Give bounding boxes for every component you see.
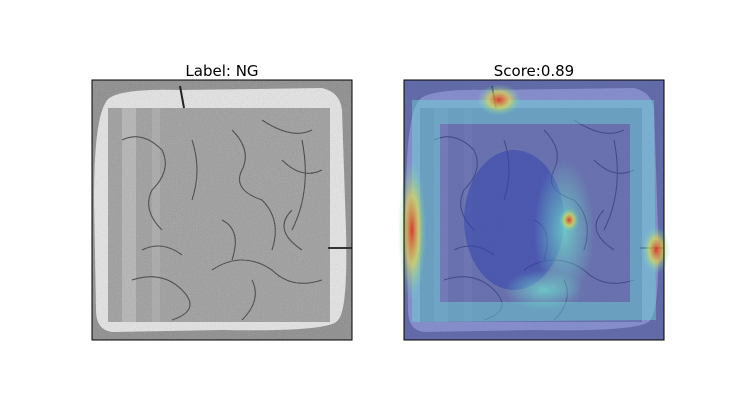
- panel-title: Label: NG: [185, 62, 258, 80]
- panel-title: Score:0.89: [494, 62, 574, 80]
- heatmap-image: [398, 80, 670, 340]
- sample-image: [92, 80, 352, 340]
